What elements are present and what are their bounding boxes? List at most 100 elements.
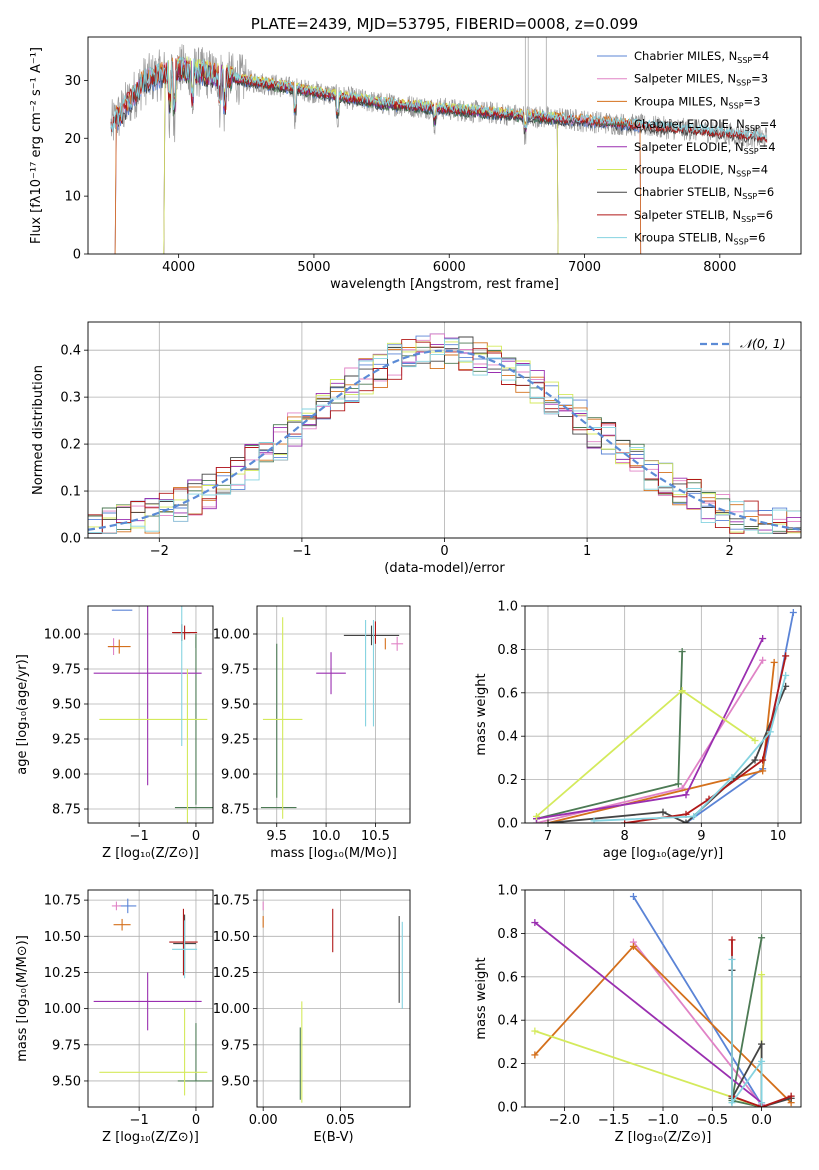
mass-weight-marker: [531, 919, 539, 927]
x-tick-label: 0: [192, 1113, 200, 1128]
y-tick-label: 8.75: [221, 803, 250, 818]
legend-entry: Kroupa ELODIE, NSSP=4: [634, 163, 768, 179]
legend-entry: 𝒩(0, 1): [740, 336, 786, 351]
mass-weight-marker: [770, 658, 778, 666]
mass-weight-marker: [674, 780, 682, 788]
axes-frame: [524, 605, 802, 824]
x-axis-label: Z [log₁₀(Z/Z⊙)]: [102, 1130, 199, 1145]
mass-weight-line: [632, 896, 763, 1107]
x-axis-label: Z [log₁₀(Z/Z⊙)]: [102, 846, 199, 861]
x-tick-label: 0: [192, 829, 200, 844]
mass-weight-line: [534, 921, 763, 1104]
y-tick-label: 0.6: [497, 686, 518, 701]
mass_Z-plot-area: [93, 898, 212, 1096]
mass-weight-marker: [682, 819, 690, 823]
y-tick-label: 0.0: [60, 532, 81, 547]
mass-weight-marker: [751, 756, 759, 764]
errorbar-point: [119, 898, 137, 914]
mass_ebv-panel: 0.00 0.05 9.50 9.75 10.00 10.25 10.50 10.75 E(B-…: [213, 889, 411, 1145]
mass-weight-marker: [728, 1099, 736, 1107]
x-tick-label: 1: [583, 544, 591, 559]
y-tick-label: 9.25: [221, 733, 250, 748]
axes-frame: [87, 605, 214, 824]
mass-weight-marker: [629, 893, 637, 901]
mass-weight-marker: [758, 971, 766, 979]
mass-weight-line: [685, 612, 795, 823]
x-tick-label: 0: [440, 544, 448, 559]
y-tick-label: 10: [64, 190, 81, 205]
axes-frame: [87, 321, 802, 539]
x-tick-label: −1: [130, 829, 149, 844]
y-axis-label: age [log₁₀(age/yr)]: [15, 654, 30, 775]
y-axis-label: Normed distribution: [31, 365, 46, 495]
x-axis-label: (data-model)/error: [384, 561, 505, 576]
x-axis-label: wavelength [Angstrom, rest frame]: [330, 277, 559, 292]
y-tick-label: 0.6: [497, 970, 518, 985]
errorbar-point: [111, 901, 121, 911]
y-tick-label: 10.00: [213, 1002, 250, 1017]
mw_age-plot-area: [533, 609, 797, 823]
mass-weight-marker: [758, 934, 766, 942]
x-tick-label: 8000: [703, 260, 736, 275]
x-tick-label: −1: [292, 544, 311, 559]
spectrum-panel: 4000 5000 6000 7000 8000 0 10 20 30 wavelength [A…: [29, 15, 802, 292]
y-tick-label: 9.75: [52, 663, 81, 678]
mw_Z-panel: −2.0 −1.5 −1.0 −0.5 0.0 0.0 0.2 0.4 0.6 0.8 1.0 Z […: [474, 884, 802, 1145]
legend: 𝒩(0, 1): [700, 336, 786, 351]
mass-weight-marker: [759, 656, 767, 664]
x-axis-label: mass [log₁₀(M/M⊙)]: [270, 846, 397, 861]
mass-weight-marker: [751, 737, 759, 745]
mass-weight-marker: [659, 808, 667, 816]
mass-weight-marker: [782, 652, 790, 660]
errorbar-point: [169, 908, 198, 976]
y-tick-label: 10.50: [213, 930, 250, 945]
errorbar-point: [93, 606, 202, 786]
mass-weight-marker: [678, 648, 686, 656]
y-tick-label: 10.00: [44, 1002, 81, 1017]
x-tick-label: 10: [770, 829, 787, 844]
mass-weight-marker: [766, 728, 774, 736]
x-tick-label: −2.0: [549, 1113, 581, 1128]
y-tick-label: 9.75: [221, 663, 250, 678]
errorbar-point: [172, 920, 198, 979]
axes-frame: [256, 605, 411, 824]
y-tick-label: 9.25: [52, 733, 81, 748]
y-tick-label: 9.50: [221, 1074, 250, 1089]
mass-weight-marker: [629, 942, 637, 950]
x-tick-label: 4000: [162, 260, 195, 275]
mass-weight-marker: [789, 609, 797, 617]
y-tick-label: 9.75: [52, 1038, 81, 1053]
mass-weight-marker: [590, 817, 598, 823]
mass-weight-marker: [759, 635, 767, 643]
mass-weight-marker: [728, 773, 736, 781]
x-tick-label: 9.5: [266, 829, 287, 844]
y-axis-label: mass weight: [474, 957, 489, 1039]
residuals-panel: −2 −1 0 1 2 0.0 0.1 0.2 0.3 0.4 (data-model)/error…: [31, 321, 802, 576]
y-tick-label: 30: [64, 74, 81, 89]
mass-weight-line: [534, 974, 763, 1107]
errorbar-point: [107, 639, 131, 654]
y-tick-label: 0.2: [497, 773, 518, 788]
y-tick-label: 10.50: [44, 930, 81, 945]
legend-entry: Salpeter STELIB, NSSP=6: [634, 208, 773, 224]
y-axis-label: mass [log₁₀(M/M⊙)]: [15, 935, 30, 1062]
x-tick-label: 6000: [433, 260, 466, 275]
y-tick-label: 10.25: [213, 966, 250, 981]
mass-weight-marker: [621, 819, 629, 823]
legend-entry: Kroupa MILES, NSSP=3: [634, 94, 760, 110]
x-tick-label: 5000: [297, 260, 330, 275]
errorbar-point: [343, 625, 400, 646]
x-tick-label: 7: [544, 829, 552, 844]
y-tick-label: 1.0: [497, 600, 518, 615]
errorbar-point: [172, 625, 198, 640]
y-tick-label: 9.75: [221, 1038, 250, 1053]
mw_age-panel: 7 8 9 10 0.0 0.2 0.4 0.6 0.8 1.0 age [log₁₀(age/yr…: [474, 600, 802, 861]
mass-weight-marker: [728, 955, 736, 963]
mass-weight-marker: [782, 671, 790, 679]
axes-frame: [256, 889, 411, 1108]
mass-weight-line: [731, 959, 763, 1106]
x-tick-label: −0.5: [696, 1113, 728, 1128]
model-spectrum-salpeter-stelib: [110, 58, 768, 143]
y-tick-label: 10.75: [44, 894, 81, 909]
